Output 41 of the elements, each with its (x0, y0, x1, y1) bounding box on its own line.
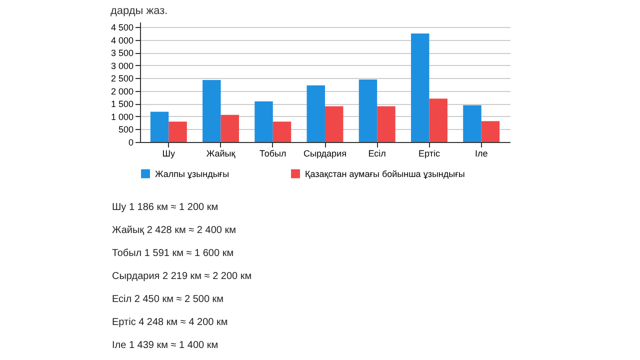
bar (254, 101, 273, 142)
y-tick-label: 4 500 (110, 22, 134, 33)
y-tick-label: 3 500 (110, 48, 134, 58)
bar (220, 114, 240, 142)
legend-label: Жалпы ұзындығы (155, 168, 230, 179)
bar (429, 98, 448, 142)
bar (358, 79, 378, 142)
text: Тобыл 1 591 км ≈ 1 600 км (112, 247, 235, 261)
bar (410, 34, 430, 142)
bar (377, 106, 396, 142)
y-tick-label: 2 500 (110, 74, 134, 84)
text: Ертіс 4 248 км ≈ 4 200 км (112, 316, 229, 330)
text: Шу 1 186 км ≈ 1 200 км (112, 201, 220, 215)
bar (463, 105, 482, 142)
x-tick-label: Сырдария (304, 148, 347, 158)
y-tick-label: 2 000 (110, 86, 134, 96)
x-tick-label: Іле (474, 148, 488, 158)
legend-label: Қазақстан аумағы бойынша ұзындығы (305, 168, 465, 179)
y-tick-label: 1 000 (110, 112, 134, 122)
text: Жайық 2 428 км ≈ 2 400 км (112, 224, 237, 238)
bar (202, 80, 221, 142)
x-tick-label: Ертіс (418, 148, 440, 158)
y-tick-label: 500 (118, 124, 134, 135)
bar (150, 112, 169, 142)
x-tick-label: Шу (162, 148, 176, 158)
bar (481, 121, 500, 142)
y-tick-label: 0 (128, 138, 134, 148)
text: Іле 1 439 км ≈ 1 400 км (112, 339, 220, 353)
text: Сырдария 2 219 км ≈ 2 200 км (112, 270, 252, 284)
bar (306, 85, 325, 142)
x-tick-label: Тобыл (260, 148, 286, 158)
bar (325, 106, 344, 142)
text: Есіл 2 450 км ≈ 2 500 км (112, 293, 225, 307)
x-tick-label: Жайық (206, 148, 236, 158)
chart-title: дарды жаз. (110, 5, 168, 17)
y-tick-label: 1 500 (110, 99, 134, 110)
y-tick-label: 4 000 (110, 35, 134, 46)
bar (272, 122, 292, 142)
bar (168, 122, 187, 142)
x-tick-label: Есіл (368, 148, 386, 158)
y-tick-label: 3 000 (110, 60, 134, 71)
